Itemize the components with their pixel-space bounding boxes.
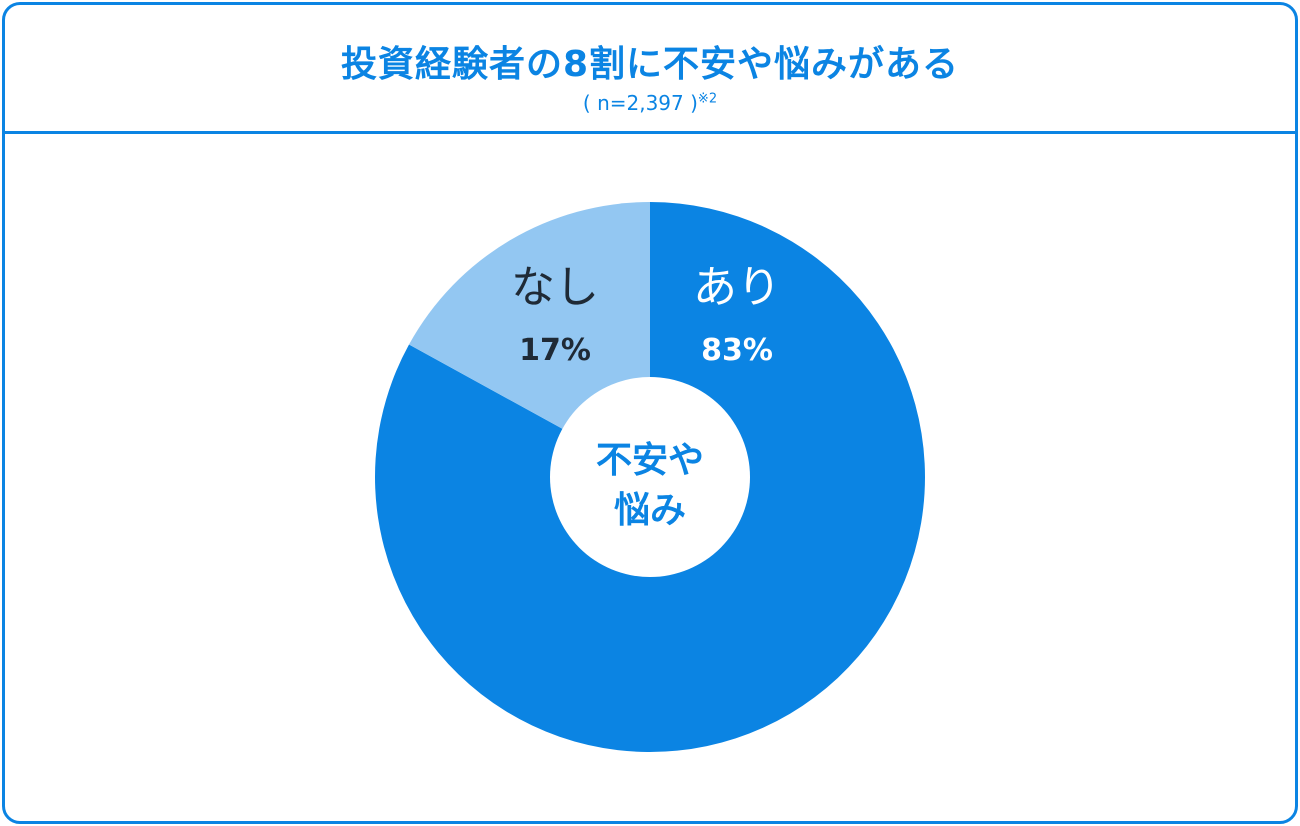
slice-value-0: 83% — [701, 333, 773, 368]
slice-value-1: 17% — [519, 333, 591, 368]
donut-hole — [550, 377, 750, 577]
slice-label-0: あり — [693, 262, 781, 313]
footnote-mark: ※2 — [697, 91, 718, 107]
slice-label-1: なし — [511, 262, 599, 313]
center-label-line-1: 悩み — [614, 490, 686, 531]
chart-header: 投資経験者の8割に不安や悩みがある ( n=2,397 )※2 — [5, 5, 1295, 134]
center-label-line-0: 不安や — [596, 440, 704, 481]
sample-size-text: ( n=2,397 ) — [582, 91, 698, 115]
chart-title: 投資経験者の8割に不安や悩みがある — [340, 44, 960, 85]
sample-size: ( n=2,397 )※2 — [5, 91, 1295, 115]
